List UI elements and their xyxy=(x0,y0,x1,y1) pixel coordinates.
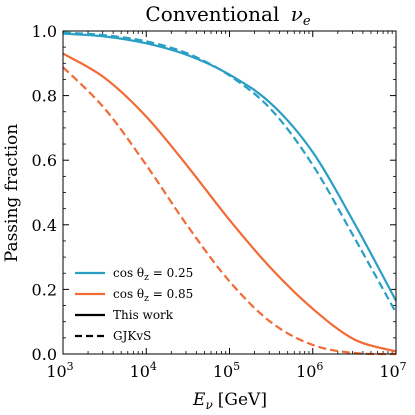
series-line-cos025-gjkvs xyxy=(62,31,397,314)
legend-label: cos θz = 0.85 xyxy=(113,287,193,304)
chart-title-symbol: ν xyxy=(291,2,303,26)
series-group xyxy=(62,31,397,356)
y-tick-label: 0.2 xyxy=(32,280,57,299)
x-tick-label: 104 xyxy=(130,360,157,381)
plot-frame xyxy=(62,30,397,355)
y-tick-label: 0.8 xyxy=(32,87,57,106)
legend-label: This work xyxy=(113,308,174,322)
x-axis-label-subscript: ν xyxy=(205,398,212,412)
x-tick-label: 103 xyxy=(46,360,73,381)
y-tick-label: 0.0 xyxy=(32,345,57,364)
chart-title-subscript: e xyxy=(303,14,311,29)
y-axis-label: Passing fraction xyxy=(2,124,22,263)
legend-label: GJKvS xyxy=(113,329,151,343)
x-tick-label: 107 xyxy=(379,360,406,381)
legend: cos θz = 0.25 cos θz = 0.85 This work GJKvS xyxy=(75,266,193,343)
x-axis-label-unit: [GeV] xyxy=(218,390,267,410)
y-tick-label: 0.4 xyxy=(32,216,57,235)
x-tick-label: 106 xyxy=(296,360,323,381)
chart-title: Conventional νe xyxy=(145,2,310,29)
chart-title-main: Conventional xyxy=(145,2,279,26)
legend-label: cos θz = 0.25 xyxy=(113,266,193,283)
series-line-cos085-gjkvs xyxy=(62,66,397,356)
x-axis-label-symbol: E xyxy=(192,390,206,410)
x-tick-label: 105 xyxy=(213,360,240,381)
axis-ticks: 103 104 105 106 107 0.0 0.2 0.4 0.6 0.8 1.0 xyxy=(32,22,407,381)
y-tick-label: 1.0 xyxy=(32,22,57,41)
y-tick-label: 0.6 xyxy=(32,151,57,170)
x-axis-label: Eν [GeV] xyxy=(192,390,267,412)
series-line-cos025-thiswork xyxy=(62,32,397,302)
series-line-cos085-thiswork xyxy=(62,52,397,353)
